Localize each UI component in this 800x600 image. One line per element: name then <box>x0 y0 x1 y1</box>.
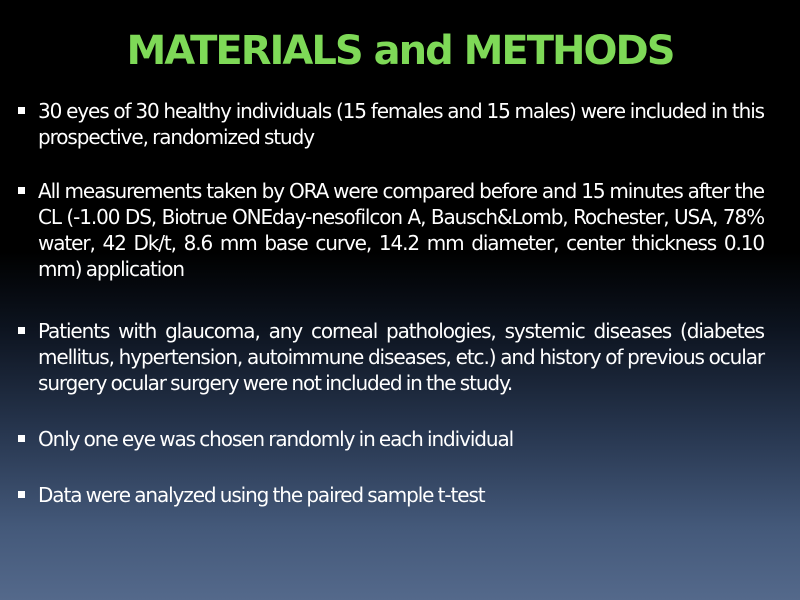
bullet-spacer <box>18 452 764 482</box>
bullet-item-eye-selection: Only one eye was chosen randomly in each… <box>18 426 764 452</box>
bullet-item-exclusion: Patients with glaucoma, any corneal path… <box>18 318 765 396</box>
bullet-text: Only one eye was chosen randomly in each… <box>38 427 514 451</box>
square-bullet-icon <box>18 107 25 114</box>
bullet-text: Data were analyzed using the paired samp… <box>38 483 486 507</box>
bullet-item-participants: 30 eyes of 30 healthy individuals (15 fe… <box>18 98 765 150</box>
bullet-item-analysis: Data were analyzed using the paired samp… <box>18 482 764 508</box>
bullet-text: All measurements taken by ORA were compa… <box>38 179 765 281</box>
bullet-list: 30 eyes of 30 healthy individuals (15 fe… <box>18 98 765 508</box>
square-bullet-icon <box>18 327 25 334</box>
bullet-text: 30 eyes of 30 healthy individuals (15 fe… <box>38 99 765 149</box>
bullet-text: Patients with glaucoma, any corneal path… <box>38 319 765 395</box>
bullet-spacer <box>18 282 764 318</box>
bullet-item-measurements: All measurements taken by ORA were compa… <box>18 178 765 282</box>
square-bullet-icon <box>18 187 25 194</box>
bullet-spacer <box>18 150 764 178</box>
square-bullet-icon <box>18 435 25 442</box>
square-bullet-icon <box>18 491 25 498</box>
bullet-spacer <box>18 396 764 426</box>
slide-title: MATERIALS and METHODS <box>126 28 675 74</box>
